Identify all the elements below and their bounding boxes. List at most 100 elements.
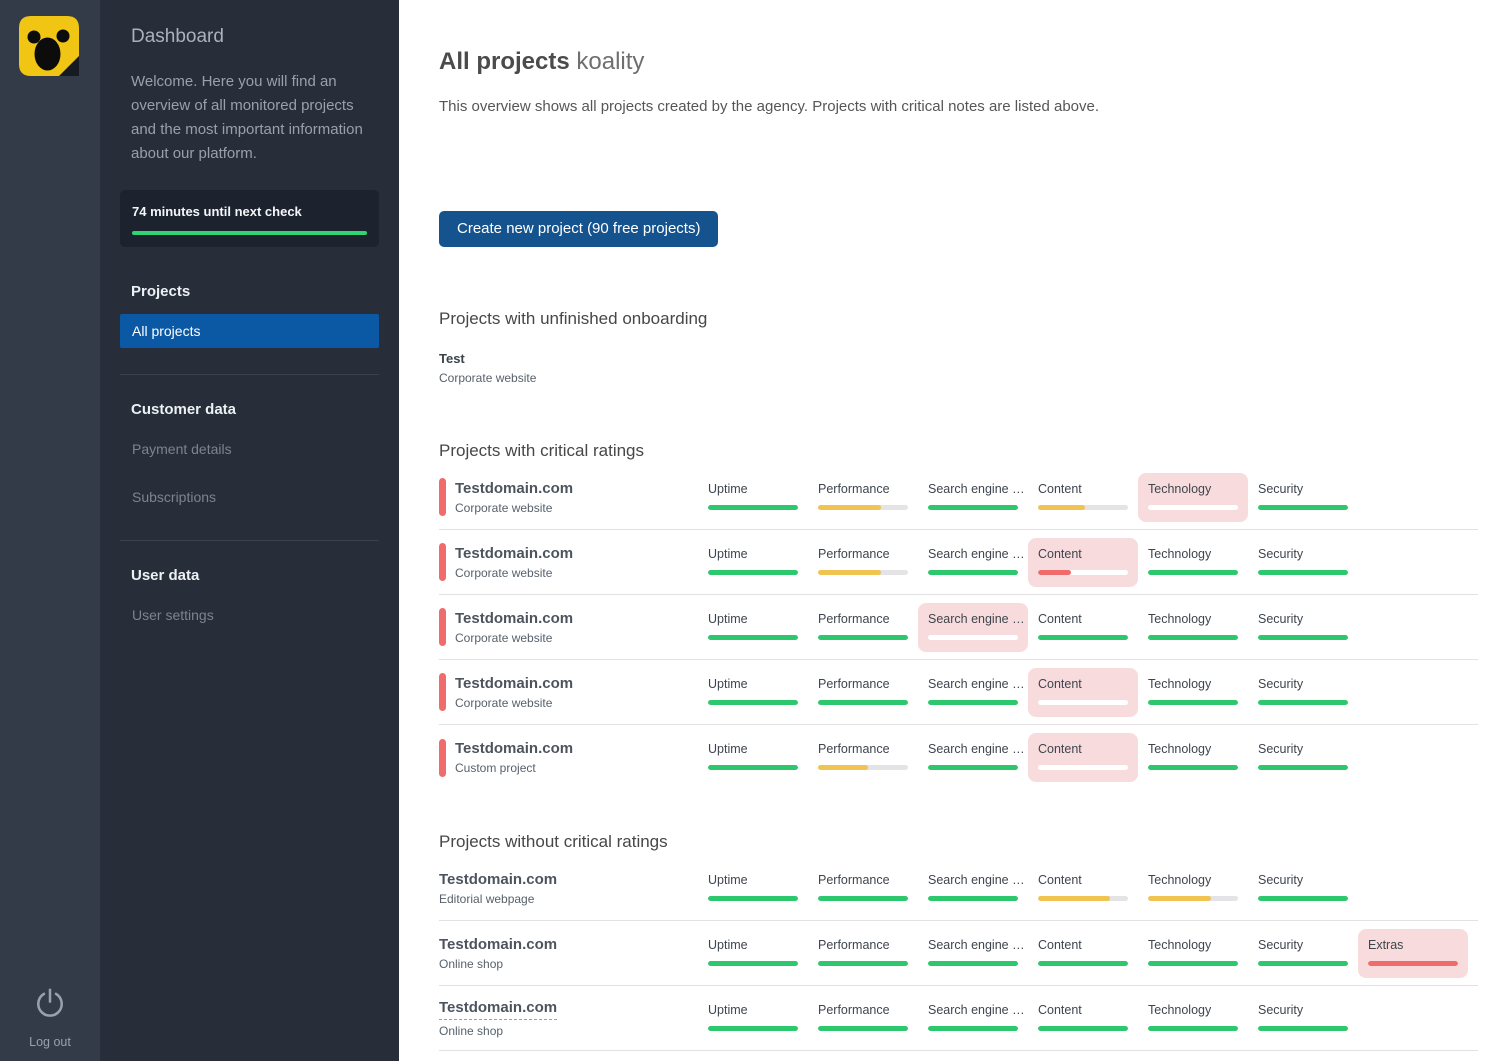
metric-label: Uptime	[708, 546, 748, 561]
metric-label: Security	[1258, 676, 1304, 691]
metric-bar-fill	[818, 765, 868, 770]
sidebar-item-subscriptions[interactable]: Subscriptions	[132, 489, 217, 505]
metric-performance: Performance	[818, 864, 928, 913]
project-name-block: Testdomain.com Editorial webpage	[439, 871, 557, 906]
onboarding-project[interactable]: Test Corporate website	[439, 351, 1478, 385]
critical-indicator	[439, 673, 446, 711]
project-row[interactable]: Testdomain.com Editorial webpage Uptime Per…	[439, 856, 1478, 921]
project-row[interactable]: Testdomain.com Corporate website Uptime Per…	[439, 595, 1478, 660]
metric-bar-track	[928, 504, 1018, 510]
metric-label: Technology	[1148, 481, 1212, 496]
metric-performance: Performance	[818, 473, 928, 522]
metric-bar-track	[1148, 699, 1238, 705]
metric-bar-track	[1148, 895, 1238, 901]
project-type: Custom project	[455, 761, 536, 775]
critical-heading: Projects with critical ratings	[439, 441, 645, 460]
metric-box: Content	[1028, 473, 1138, 522]
metric-label: Security	[1258, 872, 1304, 887]
critical-indicator	[439, 478, 446, 516]
metric-label: Security	[1258, 1002, 1304, 1017]
project-name-col: Testdomain.com Corporate website	[439, 478, 708, 516]
metric-security: Security	[1258, 603, 1368, 652]
metric-technology: Technology	[1138, 472, 1258, 522]
project-row[interactable]: Testdomain.com Corporate website Uptime Per…	[439, 530, 1478, 595]
metric-box: Security	[1248, 538, 1358, 587]
metric-label: Uptime	[708, 676, 748, 691]
metric-bar-track	[1148, 1025, 1238, 1031]
metric-bar-track	[1038, 895, 1128, 901]
metric-highlight-box: Content	[1028, 667, 1138, 717]
metric-bar-track	[708, 960, 798, 966]
project-row[interactable]: Testdomain.com Online shop Uptime Performan…	[439, 921, 1478, 986]
metric-highlight-box: Search engine …	[918, 602, 1028, 652]
metric-bar-track	[1258, 765, 1348, 770]
metric-uptime: Uptime	[708, 994, 818, 1043]
project-row[interactable]: Testdomain.com Online shop Uptime Performan…	[439, 986, 1478, 1051]
metric-box: Content	[1028, 603, 1138, 652]
page-title: All projects koality	[439, 48, 1478, 76]
project-row[interactable]: Testdomain.com Corporate website Uptime Per…	[439, 465, 1478, 530]
metric-label: Security	[1258, 742, 1304, 756]
metrics-row: Uptime Performance Search engine … Content T…	[708, 602, 1368, 652]
metric-box: Uptime	[698, 603, 808, 652]
metric-label: Technology	[1148, 611, 1212, 626]
metric-box: Technology	[1138, 668, 1248, 717]
metric-bar-fill	[1038, 895, 1110, 901]
logout-label: Log out	[29, 1035, 71, 1049]
metric-content: Content	[1028, 733, 1148, 782]
metric-bar-fill	[1258, 699, 1348, 705]
project-row[interactable]: Testdomain.com Custom project Uptime Perfor…	[439, 725, 1478, 790]
metric-bar-fill	[928, 765, 1018, 770]
sidebar-section-customer-data: Customer data Payment details Subscription…	[120, 374, 379, 514]
metric-box: Uptime	[698, 864, 808, 913]
metric-box: Performance	[808, 733, 918, 782]
metric-box: Search engine …	[918, 668, 1028, 717]
metric-label: Content	[1038, 481, 1082, 496]
metric-extras: Extras	[1358, 928, 1478, 978]
metric-label: Uptime	[708, 872, 748, 887]
project-type: Online shop	[439, 956, 504, 971]
metric-bar-track	[1258, 895, 1348, 901]
metric-uptime: Uptime	[708, 864, 818, 913]
metric-bar-fill	[1038, 960, 1128, 966]
project-name: Testdomain.com	[455, 674, 574, 692]
metric-bar-fill	[1258, 634, 1348, 640]
metric-bar-track	[1038, 960, 1128, 966]
sidebar-item-all-projects[interactable]: All projects	[120, 314, 379, 348]
project-name: Test	[439, 351, 465, 366]
metrics-row: Uptime Performance Search engine … Content T…	[708, 472, 1368, 522]
sidebar-item-user-settings[interactable]: User settings	[132, 607, 214, 623]
create-project-button[interactable]: Create new project (90 free projects)	[439, 211, 719, 247]
metric-bar-fill	[1038, 569, 1072, 575]
metric-label: Performance	[818, 937, 890, 952]
metric-bar-track	[928, 1025, 1018, 1031]
metric-label: Search engine …	[928, 742, 1025, 756]
metric-uptime: Uptime	[708, 668, 818, 717]
project-name-col: Testdomain.com Corporate website	[439, 608, 708, 646]
logout-button[interactable]: Log out	[0, 985, 100, 1053]
metric-search-engine: Search engine …	[928, 929, 1038, 978]
project-type: Online shop	[439, 1023, 504, 1038]
metric-bar-track	[818, 569, 908, 575]
sidebar-item-payment-details[interactable]: Payment details	[132, 441, 232, 457]
metric-bar-fill	[708, 1025, 798, 1031]
metric-uptime: Uptime	[708, 538, 818, 587]
project-name: Testdomain.com	[455, 544, 574, 562]
metric-bar-track	[818, 765, 908, 770]
page-title-suffix: koality	[576, 48, 645, 75]
metric-label: Content	[1038, 546, 1082, 561]
metric-bar-track	[928, 634, 1018, 640]
project-row[interactable]: Testdomain.com Corporate website Uptime Per…	[439, 660, 1478, 725]
metric-label: Content	[1038, 1002, 1082, 1017]
metric-content: Content	[1038, 603, 1148, 652]
next-check-progress-fill	[132, 231, 367, 235]
koality-logo[interactable]	[19, 16, 79, 76]
metric-label: Technology	[1148, 937, 1212, 952]
metric-label: Technology	[1148, 1002, 1212, 1017]
metric-box: Performance	[808, 929, 918, 978]
noncritical-rows: Testdomain.com Editorial webpage Uptime Per…	[439, 856, 1478, 1051]
critical-indicator	[439, 608, 446, 646]
sidebar-section-heading: User data	[131, 567, 200, 584]
metric-bar-track	[1148, 569, 1238, 575]
metric-label: Search engine …	[928, 676, 1025, 691]
